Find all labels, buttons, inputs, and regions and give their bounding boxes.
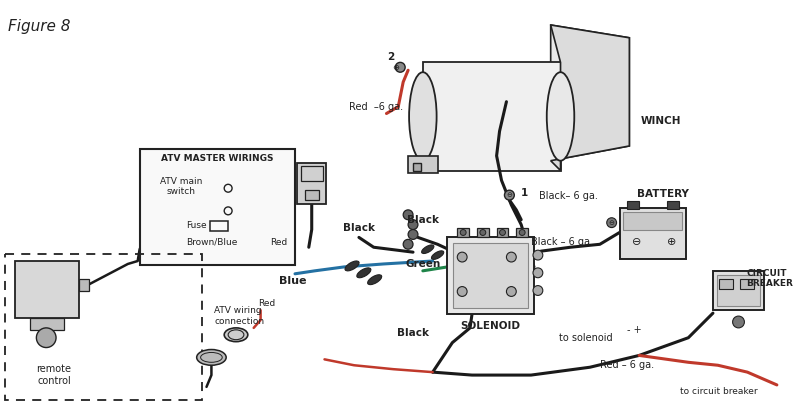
Ellipse shape xyxy=(345,261,359,271)
Text: ATV main
switch: ATV main switch xyxy=(160,177,202,196)
Circle shape xyxy=(460,230,466,235)
Bar xyxy=(14,261,78,318)
Circle shape xyxy=(403,239,413,249)
Ellipse shape xyxy=(422,245,434,254)
Circle shape xyxy=(533,250,543,260)
Bar xyxy=(717,275,760,306)
Text: WINCH: WINCH xyxy=(641,116,682,126)
Bar xyxy=(30,318,64,330)
Circle shape xyxy=(533,268,543,278)
Text: ATV MASTER WIRINGS: ATV MASTER WIRINGS xyxy=(161,154,274,163)
Text: 1: 1 xyxy=(521,188,529,198)
Circle shape xyxy=(36,328,56,347)
Ellipse shape xyxy=(409,72,437,161)
Polygon shape xyxy=(550,25,630,171)
Text: SOLENOID: SOLENOID xyxy=(461,321,521,331)
Text: to solenoid: to solenoid xyxy=(558,333,612,343)
Text: ⊕: ⊕ xyxy=(667,237,676,247)
Circle shape xyxy=(395,62,405,72)
Text: Brown/Blue: Brown/Blue xyxy=(186,238,238,247)
Circle shape xyxy=(733,316,745,328)
Text: Black: Black xyxy=(397,328,429,338)
Text: ATV wiring
connection: ATV wiring connection xyxy=(214,306,265,326)
Text: CIRCUIT
BREAKER: CIRCUIT BREAKER xyxy=(746,269,794,288)
Bar xyxy=(623,212,682,230)
Bar xyxy=(301,166,322,181)
Circle shape xyxy=(505,190,514,200)
Text: - +: - + xyxy=(627,325,642,335)
Bar xyxy=(497,228,509,237)
Text: remote
control: remote control xyxy=(37,364,71,386)
Circle shape xyxy=(480,230,486,235)
Circle shape xyxy=(458,287,467,296)
Text: ⊖: ⊖ xyxy=(506,192,512,198)
Polygon shape xyxy=(550,25,630,161)
Bar xyxy=(719,279,733,288)
Text: BATTERY: BATTERY xyxy=(637,189,689,199)
Circle shape xyxy=(519,230,525,235)
Circle shape xyxy=(408,220,418,230)
Text: Green: Green xyxy=(406,259,441,269)
Circle shape xyxy=(499,230,506,235)
Circle shape xyxy=(533,286,543,295)
Bar xyxy=(713,271,764,310)
Ellipse shape xyxy=(546,72,574,161)
Bar xyxy=(516,228,528,237)
Text: Red: Red xyxy=(258,299,275,308)
Bar xyxy=(413,163,421,171)
Bar xyxy=(477,228,489,237)
Text: Black– 6 ga.: Black– 6 ga. xyxy=(539,191,598,201)
Ellipse shape xyxy=(197,350,226,365)
Ellipse shape xyxy=(368,275,382,285)
Text: Black: Black xyxy=(343,223,375,232)
Bar xyxy=(619,208,686,259)
Text: Red: Red xyxy=(270,238,288,247)
Bar xyxy=(666,201,678,209)
Text: Fuse: Fuse xyxy=(186,221,206,230)
Text: Blue: Blue xyxy=(279,276,306,286)
Text: to circuit breaker: to circuit breaker xyxy=(679,387,757,396)
Bar xyxy=(447,237,534,314)
Circle shape xyxy=(403,210,413,220)
Bar xyxy=(408,156,438,173)
Text: ⊖: ⊖ xyxy=(609,220,614,226)
Bar xyxy=(454,243,528,308)
Text: 2: 2 xyxy=(387,53,394,62)
Bar xyxy=(210,221,228,230)
Bar xyxy=(5,254,202,400)
Bar xyxy=(627,201,639,209)
Text: ⊖: ⊖ xyxy=(631,237,641,247)
Text: Red  –6 ga.: Red –6 ga. xyxy=(349,102,403,112)
Ellipse shape xyxy=(431,251,444,259)
Bar xyxy=(741,279,754,288)
Text: Black – 6 ga.: Black – 6 ga. xyxy=(531,237,593,247)
Bar xyxy=(305,190,318,200)
Ellipse shape xyxy=(224,328,248,342)
Bar xyxy=(78,279,89,290)
Bar xyxy=(423,62,561,171)
Bar xyxy=(20,265,74,287)
Ellipse shape xyxy=(357,268,371,278)
Text: Red – 6 ga.: Red – 6 ga. xyxy=(600,360,654,370)
Text: Black: Black xyxy=(407,215,439,225)
Circle shape xyxy=(506,252,516,262)
Circle shape xyxy=(408,230,418,239)
Circle shape xyxy=(458,252,467,262)
Bar xyxy=(140,149,295,265)
Bar xyxy=(458,228,469,237)
Text: ⊕: ⊕ xyxy=(392,63,399,72)
Text: Figure 8: Figure 8 xyxy=(8,19,70,34)
Bar xyxy=(297,163,326,204)
Circle shape xyxy=(506,287,516,296)
Circle shape xyxy=(606,218,617,228)
